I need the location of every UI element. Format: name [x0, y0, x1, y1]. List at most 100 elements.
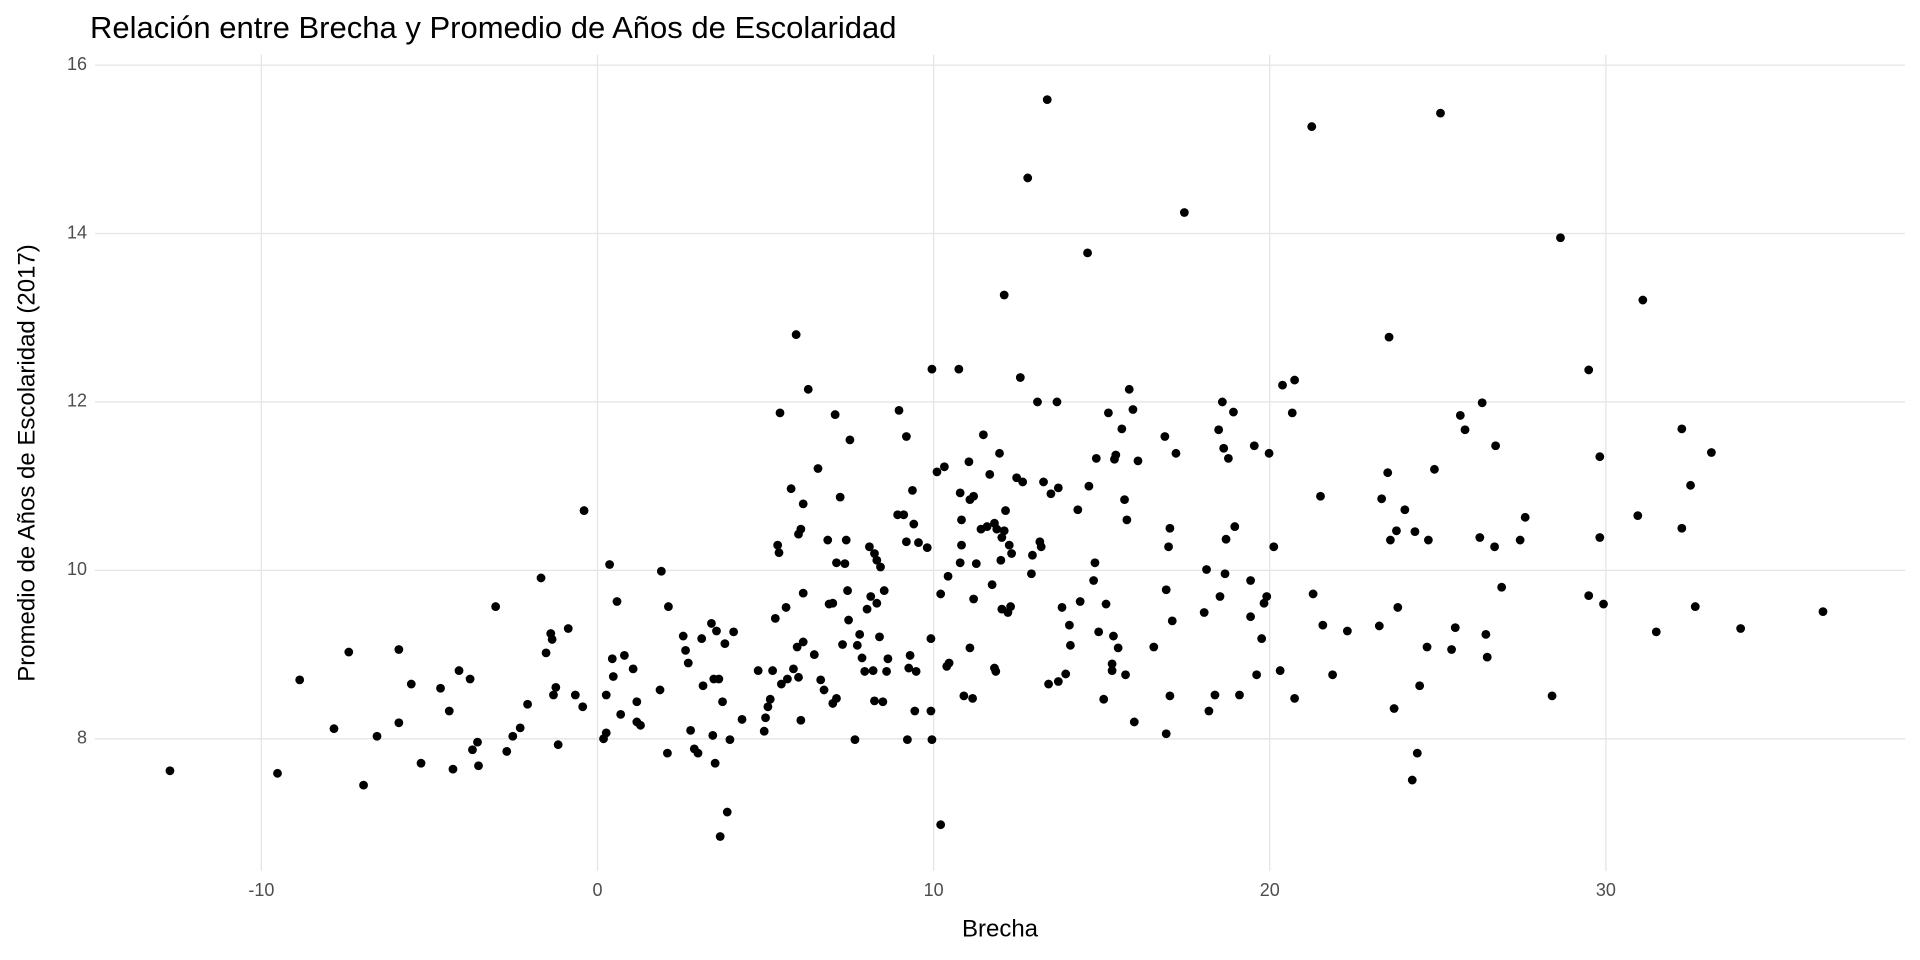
point [1117, 424, 1127, 434]
point [547, 635, 557, 644]
point [978, 430, 988, 440]
x-tick-label: 0 [592, 880, 602, 900]
point [965, 643, 975, 653]
point [1259, 598, 1269, 608]
point [698, 681, 708, 691]
point [875, 632, 884, 642]
point [905, 651, 915, 660]
point [992, 524, 1002, 534]
point [1490, 542, 1499, 552]
point [936, 589, 946, 599]
point [840, 559, 850, 569]
point [541, 648, 551, 658]
point [1386, 535, 1395, 545]
point [1101, 599, 1111, 609]
point [1482, 652, 1492, 662]
point [1235, 690, 1244, 700]
point [959, 691, 969, 701]
point [1547, 691, 1557, 701]
point [394, 645, 404, 654]
point [872, 555, 882, 565]
point [465, 674, 475, 684]
point [454, 666, 464, 675]
point [1584, 365, 1594, 375]
point [1497, 582, 1507, 592]
point [999, 290, 1009, 300]
point [1455, 411, 1465, 420]
point [870, 696, 879, 706]
point [987, 580, 997, 590]
point [1214, 425, 1224, 435]
point [448, 764, 458, 774]
point [1677, 424, 1687, 434]
point [553, 740, 563, 750]
point [1036, 542, 1046, 552]
point [1389, 704, 1399, 713]
point [798, 588, 808, 598]
point [1149, 642, 1159, 652]
point [823, 535, 833, 545]
point [1171, 448, 1181, 458]
point [1430, 464, 1439, 474]
point [794, 672, 803, 682]
point [830, 410, 840, 419]
point [845, 435, 855, 445]
point [1084, 481, 1094, 491]
point [1167, 616, 1177, 626]
point [1633, 511, 1643, 521]
point [1278, 380, 1287, 390]
point [765, 694, 775, 704]
point [1111, 450, 1121, 460]
point [1450, 623, 1460, 633]
point [761, 713, 770, 723]
point [683, 658, 693, 668]
point [436, 683, 445, 693]
point [1638, 295, 1648, 305]
point [1053, 677, 1063, 686]
point [1422, 642, 1432, 652]
point [1316, 491, 1325, 501]
point [883, 654, 893, 664]
point [714, 674, 724, 684]
point [816, 675, 826, 685]
point [1121, 670, 1130, 680]
point [1113, 643, 1123, 653]
point [1061, 669, 1071, 679]
point [1392, 526, 1401, 536]
point [860, 667, 870, 676]
point [879, 586, 889, 595]
point [1686, 480, 1695, 490]
point [1706, 448, 1716, 457]
point [774, 548, 784, 558]
point [939, 462, 949, 472]
point [578, 702, 588, 712]
point [508, 731, 518, 741]
point [715, 832, 725, 841]
point [957, 540, 966, 550]
point [866, 592, 876, 601]
point [872, 598, 882, 608]
point [1109, 631, 1118, 641]
x-tick-label: 10 [924, 880, 944, 900]
point [1383, 468, 1393, 478]
y-tick-label: 10 [67, 559, 87, 579]
point [1128, 405, 1138, 414]
point [686, 725, 696, 735]
point [1595, 452, 1605, 462]
point [551, 683, 561, 692]
point [855, 629, 865, 639]
point [1065, 620, 1074, 630]
point [1018, 477, 1028, 487]
point [394, 718, 404, 728]
point [1089, 576, 1099, 585]
point [902, 735, 912, 745]
point [1342, 626, 1352, 636]
point [579, 506, 589, 515]
point [957, 515, 966, 525]
point [165, 766, 175, 776]
point [549, 690, 558, 700]
point [601, 690, 611, 700]
point [295, 675, 305, 685]
point [636, 720, 645, 730]
point [1004, 540, 1014, 550]
